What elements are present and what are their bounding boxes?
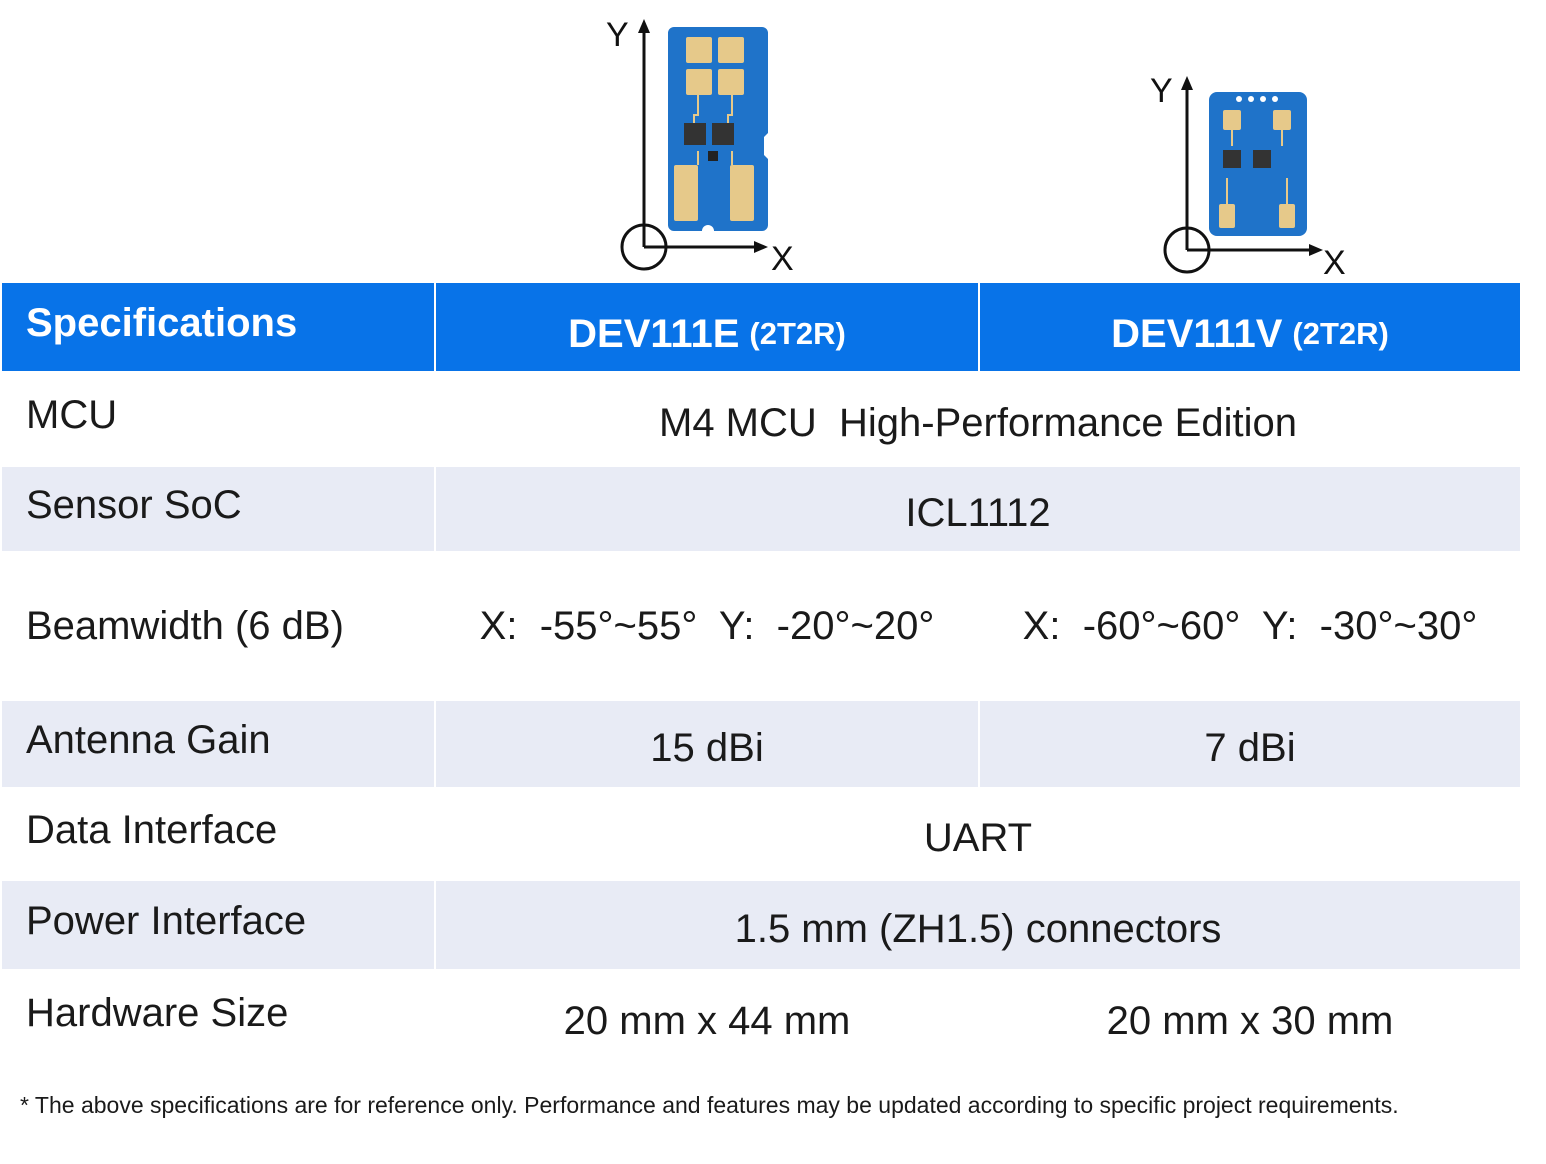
- row-value-text: 20 mm x 30 mm: [1106, 998, 1394, 1043]
- header-label: Specifications: [26, 300, 298, 345]
- row-value-text: M4 MCU High-Performance Edition: [659, 400, 1297, 445]
- row-label-text: Power Interface: [26, 898, 307, 943]
- table-row-mcu: MCU M4 MCU High-Performance Edition: [2, 371, 1520, 467]
- row-value-a: 15 dBi: [436, 701, 978, 787]
- header-col-b-config: (2T2R): [1292, 316, 1389, 351]
- row-value-b: 7 dBi: [980, 701, 1520, 787]
- row-value-a: X: -55°~55° Y: -20°~20°: [436, 551, 978, 701]
- row-value: ICL1112: [436, 467, 1520, 551]
- axis-x-label-dev111v: X: [1323, 244, 1346, 282]
- axis-x-label-dev111e: X: [771, 240, 794, 278]
- row-value-text: UART: [923, 815, 1033, 860]
- table-row-data-interface: Data Interface UART: [2, 787, 1520, 881]
- row-value-text: X: -60°~60° Y: -30°~30°: [1022, 603, 1478, 648]
- header-col-b-name: DEV111V: [1111, 311, 1283, 356]
- row-label: MCU: [2, 371, 434, 467]
- board-image-dev111v: [1163, 76, 1323, 274]
- table-row-power-interface: Power Interface 1.5 mm (ZH1.5) connector…: [2, 881, 1520, 969]
- row-label: Antenna Gain: [2, 701, 434, 787]
- row-value-text: 7 dBi: [1204, 725, 1296, 770]
- table-row-antenna-gain: Antenna Gain 15 dBi 7 dBi: [2, 701, 1520, 787]
- table-row-hardware-size: Hardware Size 20 mm x 44 mm 20 mm x 30 m…: [2, 969, 1520, 1065]
- row-value-text: 20 mm x 44 mm: [563, 998, 851, 1043]
- row-value: UART: [436, 787, 1520, 881]
- row-label: Beamwidth (6 dB): [2, 551, 434, 701]
- row-label: Data Interface: [2, 787, 434, 881]
- row-label-text: MCU: [26, 392, 118, 437]
- row-value-b: 20 mm x 30 mm: [980, 969, 1520, 1065]
- footnote: * The above specifications are for refer…: [20, 1092, 1399, 1118]
- table-row-sensor-soc: Sensor SoC ICL1112: [2, 467, 1520, 551]
- row-label-text: Sensor SoC: [26, 482, 242, 527]
- board-figure-dev111v: [1143, 70, 1333, 280]
- board-figure-dev111e: [600, 15, 790, 275]
- row-label: Sensor SoC: [2, 467, 434, 551]
- header-specifications: Specifications: [2, 283, 434, 371]
- row-value-text: ICL1112: [905, 490, 1051, 535]
- row-label: Hardware Size: [2, 969, 434, 1065]
- table-row-beamwidth: Beamwidth (6 dB) X: -55°~55° Y: -20°~20°…: [2, 551, 1520, 701]
- row-label-text: Antenna Gain: [26, 717, 271, 762]
- axis-y-label-dev111e: Y: [606, 16, 629, 54]
- axis-y-label-dev111v: Y: [1150, 72, 1173, 110]
- header-col-a-name: DEV111E: [568, 311, 740, 356]
- row-value-text: 15 dBi: [650, 725, 764, 770]
- header-col-a-config: (2T2R): [749, 316, 846, 351]
- header-col-dev111e: DEV111E (2T2R): [436, 283, 978, 371]
- row-value-a: 20 mm x 44 mm: [436, 969, 978, 1065]
- table-header-row: Specifications DEV111E (2T2R) DEV111V (2…: [2, 283, 1520, 371]
- header-col-dev111v: DEV111V (2T2R): [980, 283, 1520, 371]
- row-label: Power Interface: [2, 881, 434, 969]
- row-value-text: 1.5 mm (ZH1.5) connectors: [734, 906, 1222, 951]
- row-label-text: Beamwidth (6 dB): [26, 603, 344, 648]
- row-label-text: Hardware Size: [26, 990, 289, 1035]
- board-image-dev111e: [620, 19, 768, 271]
- row-label-text: Data Interface: [26, 807, 278, 852]
- row-value: 1.5 mm (ZH1.5) connectors: [436, 881, 1520, 969]
- row-value-b: X: -60°~60° Y: -30°~30°: [980, 551, 1520, 701]
- row-value: M4 MCU High-Performance Edition: [436, 371, 1520, 467]
- row-value-text: X: -55°~55° Y: -20°~20°: [479, 603, 935, 648]
